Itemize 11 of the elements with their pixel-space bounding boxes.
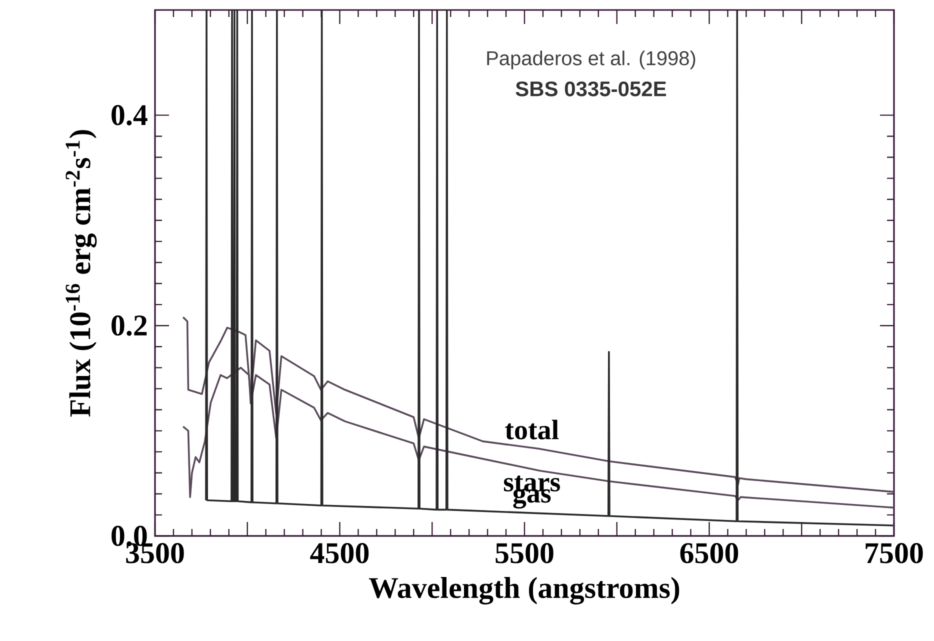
x-tick-label: 7500 [866, 543, 923, 564]
y-tick-label: 0.2 [112, 315, 147, 336]
x-axis-title: Wavelength (angstroms) [368, 577, 680, 604]
x-tick-label: 4500 [310, 543, 369, 564]
annotation: Papaderos et al. (1998) [487, 50, 696, 70]
x-tick-label: 5500 [496, 543, 554, 564]
x-tick-label: 6500 [680, 543, 738, 564]
series-label: total [505, 420, 559, 440]
text: SBS 0335-052E [516, 81, 666, 96]
y-axis-title: Flux (10$^{-16}$ erg cm$^{-2}$s$^{-1}$) [66, 130, 97, 417]
y-tick-label: 0.4 [112, 105, 148, 126]
